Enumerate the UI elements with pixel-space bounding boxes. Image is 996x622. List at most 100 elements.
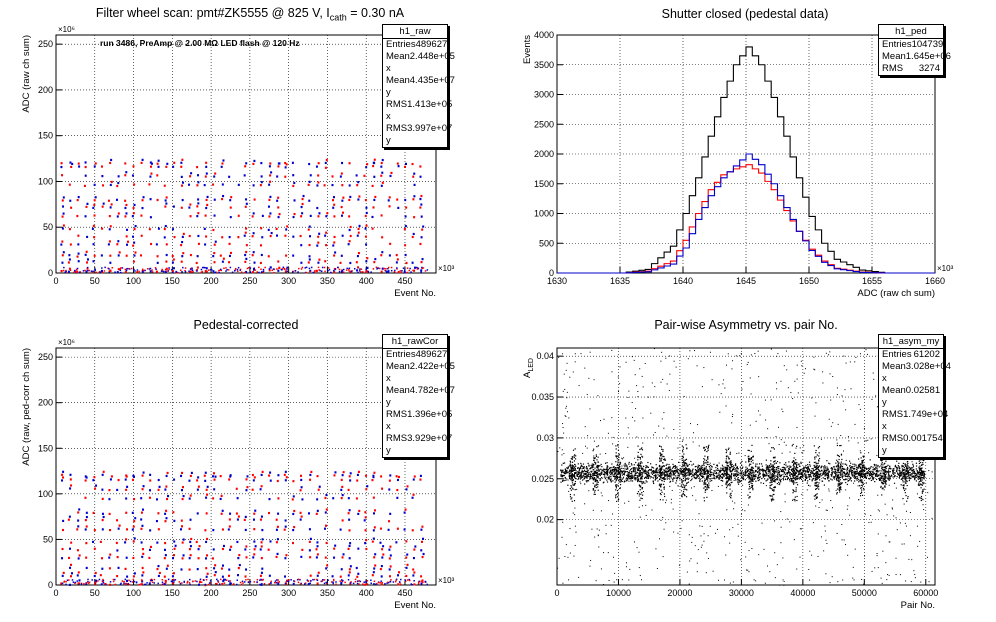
data-point bbox=[603, 473, 606, 475]
data-point bbox=[731, 481, 733, 483]
data-point bbox=[88, 582, 90, 585]
data-point bbox=[264, 266, 266, 269]
data-point bbox=[327, 270, 329, 272]
data-point bbox=[660, 446, 663, 448]
data-point bbox=[86, 235, 89, 239]
data-point bbox=[95, 580, 97, 582]
data-point bbox=[874, 464, 876, 466]
data-point bbox=[261, 579, 263, 582]
data-point bbox=[715, 472, 717, 475]
data-point bbox=[218, 271, 220, 274]
data-point bbox=[157, 528, 160, 531]
data-point bbox=[731, 473, 733, 475]
data-point bbox=[765, 480, 767, 482]
data-point bbox=[99, 271, 102, 273]
data-point bbox=[109, 161, 112, 165]
data-point bbox=[685, 496, 688, 498]
data-point bbox=[741, 464, 743, 466]
data-point bbox=[84, 269, 86, 272]
x-tick-label: 250 bbox=[242, 588, 257, 598]
data-point bbox=[561, 464, 563, 466]
data-point bbox=[388, 488, 391, 491]
data-point bbox=[244, 260, 247, 263]
data-point bbox=[349, 270, 352, 273]
data-point bbox=[637, 478, 639, 480]
data-point bbox=[619, 487, 621, 489]
data-point bbox=[371, 227, 374, 230]
data-point bbox=[760, 468, 762, 471]
data-point bbox=[581, 470, 584, 472]
data-point bbox=[615, 461, 617, 463]
data-point bbox=[123, 580, 125, 583]
data-point bbox=[297, 578, 300, 581]
data-point bbox=[65, 271, 67, 273]
data-point bbox=[807, 466, 809, 468]
data-point bbox=[772, 472, 774, 475]
data-point bbox=[379, 527, 382, 530]
data-point bbox=[703, 473, 705, 475]
data-point bbox=[107, 243, 110, 246]
data-point bbox=[798, 478, 800, 480]
data-point bbox=[201, 266, 204, 269]
data-point bbox=[380, 564, 383, 568]
data-point bbox=[735, 463, 737, 465]
data-point bbox=[786, 472, 788, 474]
data-point bbox=[598, 468, 600, 471]
data-point bbox=[104, 583, 106, 585]
data-point bbox=[889, 476, 891, 478]
data-point bbox=[859, 463, 861, 465]
data-point bbox=[575, 470, 577, 472]
data-point bbox=[904, 475, 906, 477]
data-point bbox=[381, 581, 383, 584]
data-point bbox=[188, 234, 191, 238]
data-point bbox=[388, 254, 391, 257]
data-point bbox=[892, 469, 894, 471]
data-point bbox=[253, 261, 256, 264]
data-point bbox=[413, 195, 416, 198]
data-point bbox=[704, 472, 706, 474]
data-point bbox=[142, 485, 145, 488]
data-point bbox=[386, 581, 389, 584]
data-point bbox=[62, 212, 65, 215]
data-point bbox=[372, 529, 375, 532]
data-point bbox=[378, 267, 381, 270]
data-point bbox=[752, 462, 754, 464]
data-point bbox=[596, 476, 598, 479]
data-point bbox=[65, 269, 67, 272]
data-point bbox=[758, 463, 761, 465]
data-point bbox=[637, 445, 639, 447]
data-point bbox=[674, 466, 677, 468]
data-point bbox=[261, 470, 264, 474]
data-point bbox=[324, 260, 327, 263]
x-tick-label: 1660 bbox=[925, 276, 945, 286]
data-point bbox=[569, 461, 572, 463]
data-point bbox=[707, 461, 709, 463]
data-point bbox=[68, 267, 71, 270]
data-point bbox=[831, 469, 833, 471]
data-point bbox=[172, 511, 175, 514]
data-point bbox=[665, 467, 667, 469]
data-point bbox=[711, 466, 713, 468]
data-point bbox=[348, 270, 350, 272]
data-point bbox=[718, 478, 720, 480]
data-point bbox=[406, 553, 409, 556]
data-point bbox=[903, 469, 905, 471]
data-point bbox=[647, 473, 650, 475]
data-point bbox=[592, 476, 594, 479]
data-point bbox=[573, 456, 575, 459]
data-point bbox=[372, 512, 375, 515]
data-point bbox=[334, 544, 337, 547]
data-point bbox=[138, 583, 140, 586]
data-point bbox=[799, 476, 801, 479]
data-point bbox=[707, 456, 709, 459]
data-point bbox=[308, 225, 311, 228]
data-point bbox=[227, 528, 230, 531]
data-point bbox=[228, 518, 231, 521]
data-point bbox=[143, 269, 145, 272]
data-point bbox=[660, 460, 662, 462]
data-point bbox=[102, 579, 105, 582]
data-point bbox=[132, 235, 135, 238]
data-point bbox=[109, 553, 112, 556]
data-point bbox=[307, 228, 310, 231]
data-point bbox=[823, 470, 826, 472]
